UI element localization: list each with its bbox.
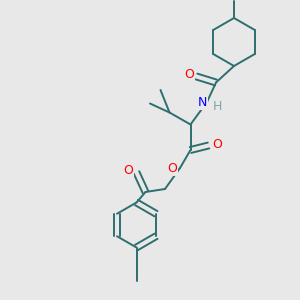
Text: O: O	[123, 164, 133, 177]
Text: O: O	[167, 161, 177, 175]
Text: O: O	[184, 68, 194, 82]
Text: N: N	[198, 96, 207, 109]
Text: O: O	[212, 137, 222, 151]
Text: H: H	[213, 100, 222, 113]
